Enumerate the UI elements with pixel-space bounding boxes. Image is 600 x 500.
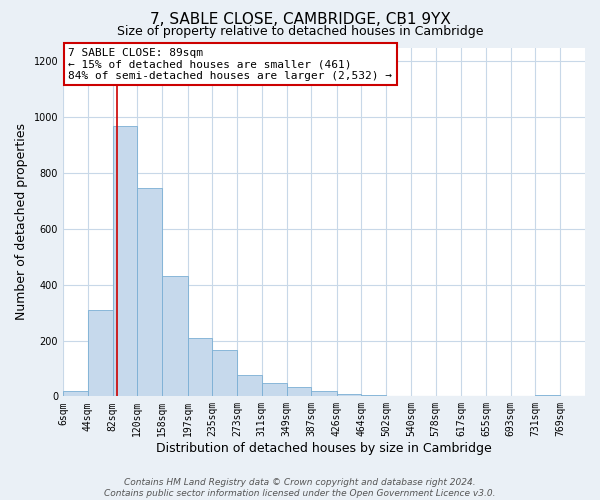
Bar	[88, 310, 113, 396]
Bar	[237, 376, 262, 396]
Bar	[212, 350, 237, 397]
Bar	[162, 276, 188, 396]
X-axis label: Distribution of detached houses by size in Cambridge: Distribution of detached houses by size …	[156, 442, 492, 455]
Bar	[361, 395, 386, 396]
Bar	[137, 188, 162, 396]
Bar	[311, 392, 337, 396]
Y-axis label: Number of detached properties: Number of detached properties	[15, 124, 28, 320]
Text: 7, SABLE CLOSE, CAMBRIDGE, CB1 9YX: 7, SABLE CLOSE, CAMBRIDGE, CB1 9YX	[149, 12, 451, 28]
Bar	[287, 386, 311, 396]
Bar	[262, 383, 287, 396]
Text: 7 SABLE CLOSE: 89sqm
← 15% of detached houses are smaller (461)
84% of semi-deta: 7 SABLE CLOSE: 89sqm ← 15% of detached h…	[68, 48, 392, 80]
Text: Contains HM Land Registry data © Crown copyright and database right 2024.
Contai: Contains HM Land Registry data © Crown c…	[104, 478, 496, 498]
Bar	[337, 394, 361, 396]
Text: Size of property relative to detached houses in Cambridge: Size of property relative to detached ho…	[117, 25, 483, 38]
Bar	[188, 338, 212, 396]
Bar	[63, 391, 88, 396]
Bar	[113, 126, 137, 396]
Bar	[535, 395, 560, 396]
